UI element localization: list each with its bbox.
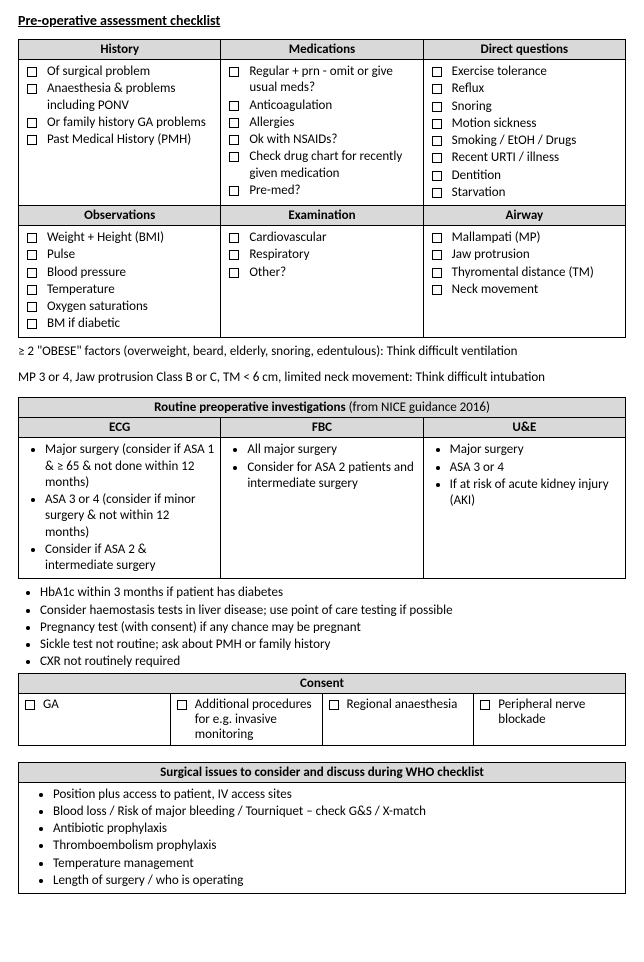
col-airway: Airway xyxy=(423,206,625,226)
list-item: Thyromental distance (TM) xyxy=(430,265,621,281)
col-ecg: ECG xyxy=(19,418,221,438)
list-item: Ok with NSAIDs? xyxy=(227,132,418,148)
list-item: Past Medical History (PMH) xyxy=(25,132,216,148)
list-item: Starvation xyxy=(430,185,621,201)
list-item: Length of surgery / who is operating xyxy=(53,873,621,889)
list-item: Reflux xyxy=(430,81,621,97)
list-item: Temperature management xyxy=(53,856,621,872)
list-item: HbA1c within 3 months if patient has dia… xyxy=(40,585,626,601)
list-item: Regular + prn - omit or give usual meds? xyxy=(227,64,418,97)
consent-additional: Additional procedures for e.g. invasive … xyxy=(175,697,318,742)
consent-regional: Regional anaesthesia xyxy=(327,697,470,712)
list-item: Of surgical problem xyxy=(25,64,216,80)
list-item: All major surgery xyxy=(247,442,418,458)
list-item: Mallampati (MP) xyxy=(430,230,621,246)
note-mp: MP 3 or 4, Jaw protrusion Class B or C, … xyxy=(18,370,626,387)
list-item: BM if diabetic xyxy=(25,316,216,332)
list-item: Snoring xyxy=(430,99,621,115)
consent-header: Consent xyxy=(19,673,626,693)
list-item: Dentition xyxy=(430,168,621,184)
list-item: Blood pressure xyxy=(25,265,216,281)
col-observations: Observations xyxy=(19,206,221,226)
surgical-header: Surgical issues to consider and discuss … xyxy=(19,762,626,782)
list-item: Sickle test not routine; ask about PMH o… xyxy=(40,637,626,653)
col-history: History xyxy=(19,40,221,60)
list-item: Exercise tolerance xyxy=(430,64,621,80)
list-item: Antibiotic prophylaxis xyxy=(53,821,621,837)
list-item: Major surgery xyxy=(450,442,621,458)
list-item: ASA 3 or 4 xyxy=(450,460,621,476)
list-item: Position plus access to patient, IV acce… xyxy=(53,787,621,803)
note-obese: ≥ 2 "OBESE" factors (overweight, beard, … xyxy=(18,344,626,361)
investigations-header: Routine preoperative investigations (fro… xyxy=(19,398,626,418)
list-item: Weight + Height (BMI) xyxy=(25,230,216,246)
consent-ga: GA xyxy=(23,697,166,712)
list-item: Jaw protrusion xyxy=(430,247,621,263)
investigations-table: Routine preoperative investigations (fro… xyxy=(18,397,626,579)
list-item: Respiratory xyxy=(227,247,418,263)
assessment-table: History Medications Direct questions Of … xyxy=(18,39,626,338)
list-item: Major surgery (consider if ASA 1 & ≥ 65 … xyxy=(45,442,216,491)
col-ue: U&E xyxy=(423,418,625,438)
list-item: Anticoagulation xyxy=(227,98,418,114)
list-item: Consider for ASA 2 patients and intermed… xyxy=(247,460,418,493)
list-item: Anaesthesia & problems including PONV xyxy=(25,81,216,114)
page-title: Pre-operative assessment checklist xyxy=(18,12,626,29)
list-item: Neck movement xyxy=(430,282,621,298)
list-item: Pulse xyxy=(25,247,216,263)
list-item: Other? xyxy=(227,265,418,281)
list-item: Allergies xyxy=(227,115,418,131)
list-item: ASA 3 or 4 (consider if minor surgery & … xyxy=(45,492,216,541)
col-direct: Direct questions xyxy=(423,40,625,60)
list-item: Recent URTI / illness xyxy=(430,150,621,166)
surgical-table: Surgical issues to consider and discuss … xyxy=(18,762,626,895)
list-item: Check drug chart for recently given medi… xyxy=(227,149,418,182)
list-item: Consider haemostasis tests in liver dise… xyxy=(40,603,626,619)
list-item: Pre-med? xyxy=(227,183,418,199)
list-item: Oxygen saturations xyxy=(25,299,216,315)
list-item: CXR not routinely required xyxy=(40,654,626,670)
list-item: Pregnancy test (with consent) if any cha… xyxy=(40,620,626,636)
list-item: Consider if ASA 2 & intermediate surgery xyxy=(45,542,216,575)
extra-notes: HbA1c within 3 months if patient has dia… xyxy=(18,585,626,670)
list-item: Or family history GA problems xyxy=(25,115,216,131)
list-item: If at risk of acute kidney injury (AKI) xyxy=(450,477,621,510)
col-fbc: FBC xyxy=(221,418,423,438)
list-item: Blood loss / Risk of major bleeding / To… xyxy=(53,804,621,820)
consent-peripheral: Peripheral nerve blockade xyxy=(478,697,621,727)
col-medications: Medications xyxy=(221,40,423,60)
list-item: Thromboembolism prophylaxis xyxy=(53,838,621,854)
col-examination: Examination xyxy=(221,206,423,226)
consent-table: Consent GA Additional procedures for e.g… xyxy=(18,673,626,746)
list-item: Smoking / EtOH / Drugs xyxy=(430,133,621,149)
list-item: Cardiovascular xyxy=(227,230,418,246)
list-item: Motion sickness xyxy=(430,116,621,132)
list-item: Temperature xyxy=(25,282,216,298)
